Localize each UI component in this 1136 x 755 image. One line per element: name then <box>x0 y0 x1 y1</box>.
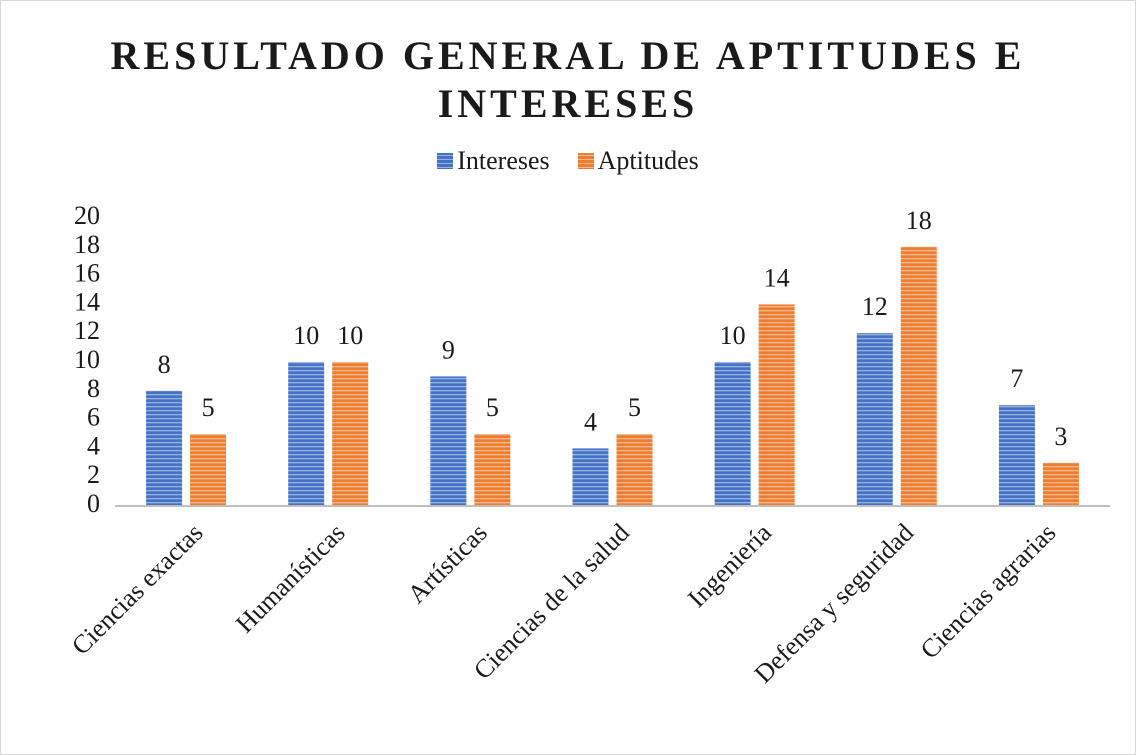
data-label: 10 <box>293 321 319 350</box>
bar <box>998 405 1035 506</box>
data-label: 3 <box>1054 422 1067 451</box>
data-label: 14 <box>764 263 790 292</box>
bar <box>616 434 653 506</box>
y-tick-label: 20 <box>74 201 100 230</box>
x-tick-label: Humanísticas <box>230 518 351 639</box>
legend-label: Aptitudes <box>597 146 699 175</box>
bar <box>146 390 183 506</box>
legend-swatch <box>437 153 454 169</box>
y-tick-label: 16 <box>74 259 100 288</box>
bar <box>714 362 751 506</box>
legend-label: Intereses <box>457 146 550 175</box>
y-tick-label: 18 <box>74 230 100 259</box>
x-tick-label: Artísticas <box>402 518 493 609</box>
y-tick-label: 2 <box>87 460 100 489</box>
data-label: 7 <box>1010 364 1023 393</box>
legend-swatch <box>577 153 594 169</box>
legend-item: Aptitudes <box>577 146 699 176</box>
legend-item: Intereses <box>437 146 550 176</box>
bar <box>856 333 893 506</box>
bar <box>474 434 511 506</box>
bar <box>288 362 325 506</box>
data-label: 10 <box>337 321 363 350</box>
x-tick-label: Defensa y seguridad <box>749 518 920 689</box>
y-tick-label: 10 <box>74 345 100 374</box>
x-tick-label: Ciencias agrarias <box>915 518 1062 665</box>
x-tick-label: Ingeniería <box>682 518 777 613</box>
data-label: 5 <box>486 393 499 422</box>
y-tick-label: 14 <box>74 287 100 316</box>
data-label: 9 <box>442 335 455 364</box>
y-tick-label: 8 <box>87 374 100 403</box>
bar <box>1042 462 1079 506</box>
y-tick-label: 0 <box>87 489 100 518</box>
bar <box>758 304 795 506</box>
chart-title: RESULTADO GENERAL DE APTITUDES E INTERES… <box>110 33 1026 126</box>
data-label: 10 <box>720 321 746 350</box>
bar <box>190 434 227 506</box>
data-label: 12 <box>862 292 888 321</box>
data-label: 18 <box>906 206 932 235</box>
bar <box>332 362 369 506</box>
data-label: 5 <box>628 393 641 422</box>
data-label: 8 <box>158 350 171 379</box>
bar <box>572 448 609 506</box>
x-tick-label: Ciencias exactas <box>66 518 209 661</box>
bar <box>430 376 467 506</box>
legend: Intereses Aptitudes <box>0 146 1136 176</box>
bar <box>900 246 937 507</box>
data-label: 5 <box>202 393 215 422</box>
data-label: 4 <box>584 407 597 436</box>
y-tick-label: 6 <box>87 403 100 432</box>
y-tick-label: 4 <box>87 431 100 460</box>
x-tick-label: Ciencias de la salud <box>468 518 635 685</box>
y-tick-label: 12 <box>74 316 100 345</box>
